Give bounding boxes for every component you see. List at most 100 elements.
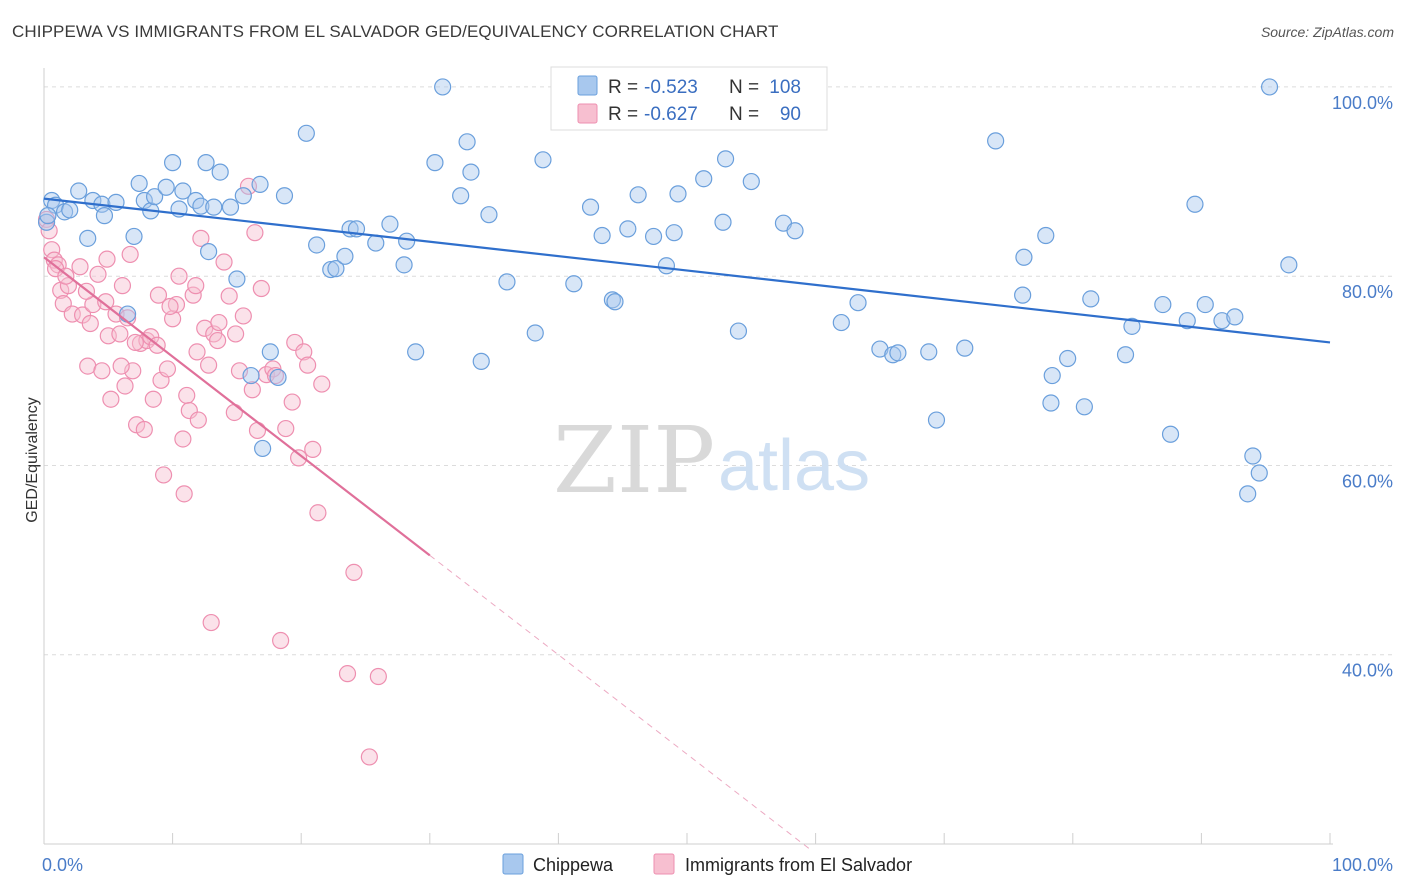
chippewa-point-54 bbox=[498, 273, 516, 291]
salvador-point-20 bbox=[111, 325, 129, 343]
chippewa-point-90 bbox=[1075, 398, 1093, 416]
chippewa-point-88 bbox=[1043, 366, 1061, 385]
salvador-point-35 bbox=[158, 360, 177, 378]
chippewa-point-25 bbox=[211, 163, 229, 181]
chippewa-point-34 bbox=[275, 187, 294, 205]
chippewa-point-12 bbox=[130, 174, 148, 193]
salvador-point-72 bbox=[313, 375, 331, 393]
y-tick-label-100: 100.0% bbox=[1332, 93, 1393, 113]
salvador-point-87 bbox=[227, 325, 245, 343]
salvador-point-69 bbox=[299, 356, 317, 374]
chippewa-point-104 bbox=[1260, 78, 1279, 96]
chippewa-point-35 bbox=[297, 124, 315, 142]
chippewa-point-21 bbox=[192, 197, 210, 215]
salvador-point-51 bbox=[215, 253, 233, 271]
salvador-point-50 bbox=[210, 313, 228, 332]
chippewa-point-82 bbox=[956, 339, 974, 357]
legend-label-chippewa: Chippewa bbox=[533, 855, 614, 875]
salvador-point-9 bbox=[71, 258, 89, 276]
salvador-point-31 bbox=[144, 390, 162, 408]
legend-label-salvador: Immigrants from El Salvador bbox=[685, 855, 912, 875]
salvador-point-12 bbox=[81, 314, 99, 333]
stats-n-label-chippewa: N = bbox=[729, 77, 764, 98]
chippewa-point-8 bbox=[95, 207, 114, 225]
chippewa-point-44 bbox=[395, 256, 413, 274]
salvador-point-76 bbox=[369, 667, 387, 686]
chippewa-point-83 bbox=[987, 132, 1005, 150]
salvador-point-32 bbox=[149, 286, 168, 304]
chippewa-point-81 bbox=[927, 411, 946, 429]
chippewa-point-94 bbox=[1154, 295, 1172, 314]
chart-title: CHIPPEWA VS IMMIGRANTS FROM EL SALVADOR … bbox=[12, 22, 779, 41]
chippewa-point-56 bbox=[534, 151, 552, 169]
chippewa-point-69 bbox=[714, 213, 732, 231]
salvador-point-38 bbox=[170, 267, 188, 285]
chart-source: Source: ZipAtlas.com bbox=[1260, 24, 1394, 40]
salvador-point-14 bbox=[89, 265, 107, 283]
chippewa-point-36 bbox=[308, 236, 326, 254]
salvador-point-81 bbox=[189, 411, 207, 429]
chippewa-point-100 bbox=[1226, 308, 1244, 326]
chippewa-point-98 bbox=[1196, 295, 1214, 314]
chippewa-point-64 bbox=[644, 227, 663, 246]
chippewa-point-48 bbox=[434, 78, 452, 96]
chippewa-point-59 bbox=[593, 226, 611, 245]
chippewa-point-70 bbox=[716, 150, 735, 168]
chippewa-point-19 bbox=[174, 182, 192, 200]
chippewa-point-71 bbox=[729, 322, 748, 340]
salvador-point-2 bbox=[43, 241, 61, 259]
watermark-atlas: atlas bbox=[718, 426, 870, 506]
chippewa-point-66 bbox=[665, 224, 683, 242]
chippewa-point-91 bbox=[1082, 290, 1100, 308]
x-tick-label-0: 0.0% bbox=[42, 855, 83, 875]
salvador-point-40 bbox=[175, 485, 193, 503]
stats-n-value-chippewa: 108 bbox=[769, 77, 801, 98]
chippewa-point-106 bbox=[37, 213, 56, 231]
salvador-point-37 bbox=[167, 295, 186, 314]
chippewa-point-63 bbox=[629, 186, 647, 204]
salvador-point-71 bbox=[309, 504, 327, 522]
chippewa-point-107 bbox=[39, 207, 57, 225]
chippewa-point-39 bbox=[336, 247, 354, 265]
salvador-point-52 bbox=[220, 287, 238, 305]
chippewa-point-99 bbox=[1213, 312, 1231, 330]
chippewa-point-28 bbox=[234, 187, 252, 205]
trend-line-salvador-extension bbox=[429, 554, 813, 852]
chippewa-point-79 bbox=[889, 344, 907, 362]
chippewa-point-3 bbox=[61, 201, 79, 219]
x-ticks bbox=[172, 833, 1331, 844]
salvador-point-39 bbox=[174, 430, 192, 448]
chippewa-point-60 bbox=[603, 291, 622, 309]
chippewa-point-38 bbox=[327, 260, 345, 278]
salvador-point-41 bbox=[178, 386, 196, 405]
chippewa-point-52 bbox=[472, 352, 490, 370]
chippewa-point-96 bbox=[1178, 312, 1196, 330]
chippewa-point-102 bbox=[1244, 447, 1262, 465]
chippewa-point-27 bbox=[228, 270, 246, 288]
salvador-point-16 bbox=[97, 293, 115, 311]
chippewa-point-45 bbox=[398, 232, 416, 250]
chippewa-point-65 bbox=[657, 257, 676, 275]
chippewa-point-61 bbox=[606, 293, 624, 311]
chippewa-point-51 bbox=[462, 163, 480, 181]
chippewa-point-55 bbox=[526, 324, 544, 342]
y-tick-label-40: 40.0% bbox=[1342, 661, 1393, 681]
salvador-point-68 bbox=[295, 343, 313, 361]
chippewa-point-4 bbox=[70, 182, 88, 200]
stats-swatch-chippewa bbox=[577, 75, 598, 96]
y-axis-title: GED/Equivalency bbox=[24, 397, 41, 522]
salvador-point-62 bbox=[266, 366, 285, 385]
chippewa-point-67 bbox=[669, 185, 687, 203]
chippewa-point-23 bbox=[200, 242, 218, 261]
salvador-point-47 bbox=[200, 356, 218, 374]
trend-line-salvador bbox=[43, 256, 431, 557]
chippewa-point-97 bbox=[1186, 195, 1204, 213]
chippewa-point-74 bbox=[786, 222, 804, 240]
chippewa-point-103 bbox=[1250, 464, 1268, 482]
y-tick-label-80: 80.0% bbox=[1342, 282, 1393, 302]
salvador-point-89 bbox=[126, 333, 144, 352]
stats-r-value-chippewa: -0.523 bbox=[644, 77, 698, 98]
chippewa-point-105 bbox=[1280, 256, 1298, 274]
salvador-point-45 bbox=[192, 229, 210, 247]
